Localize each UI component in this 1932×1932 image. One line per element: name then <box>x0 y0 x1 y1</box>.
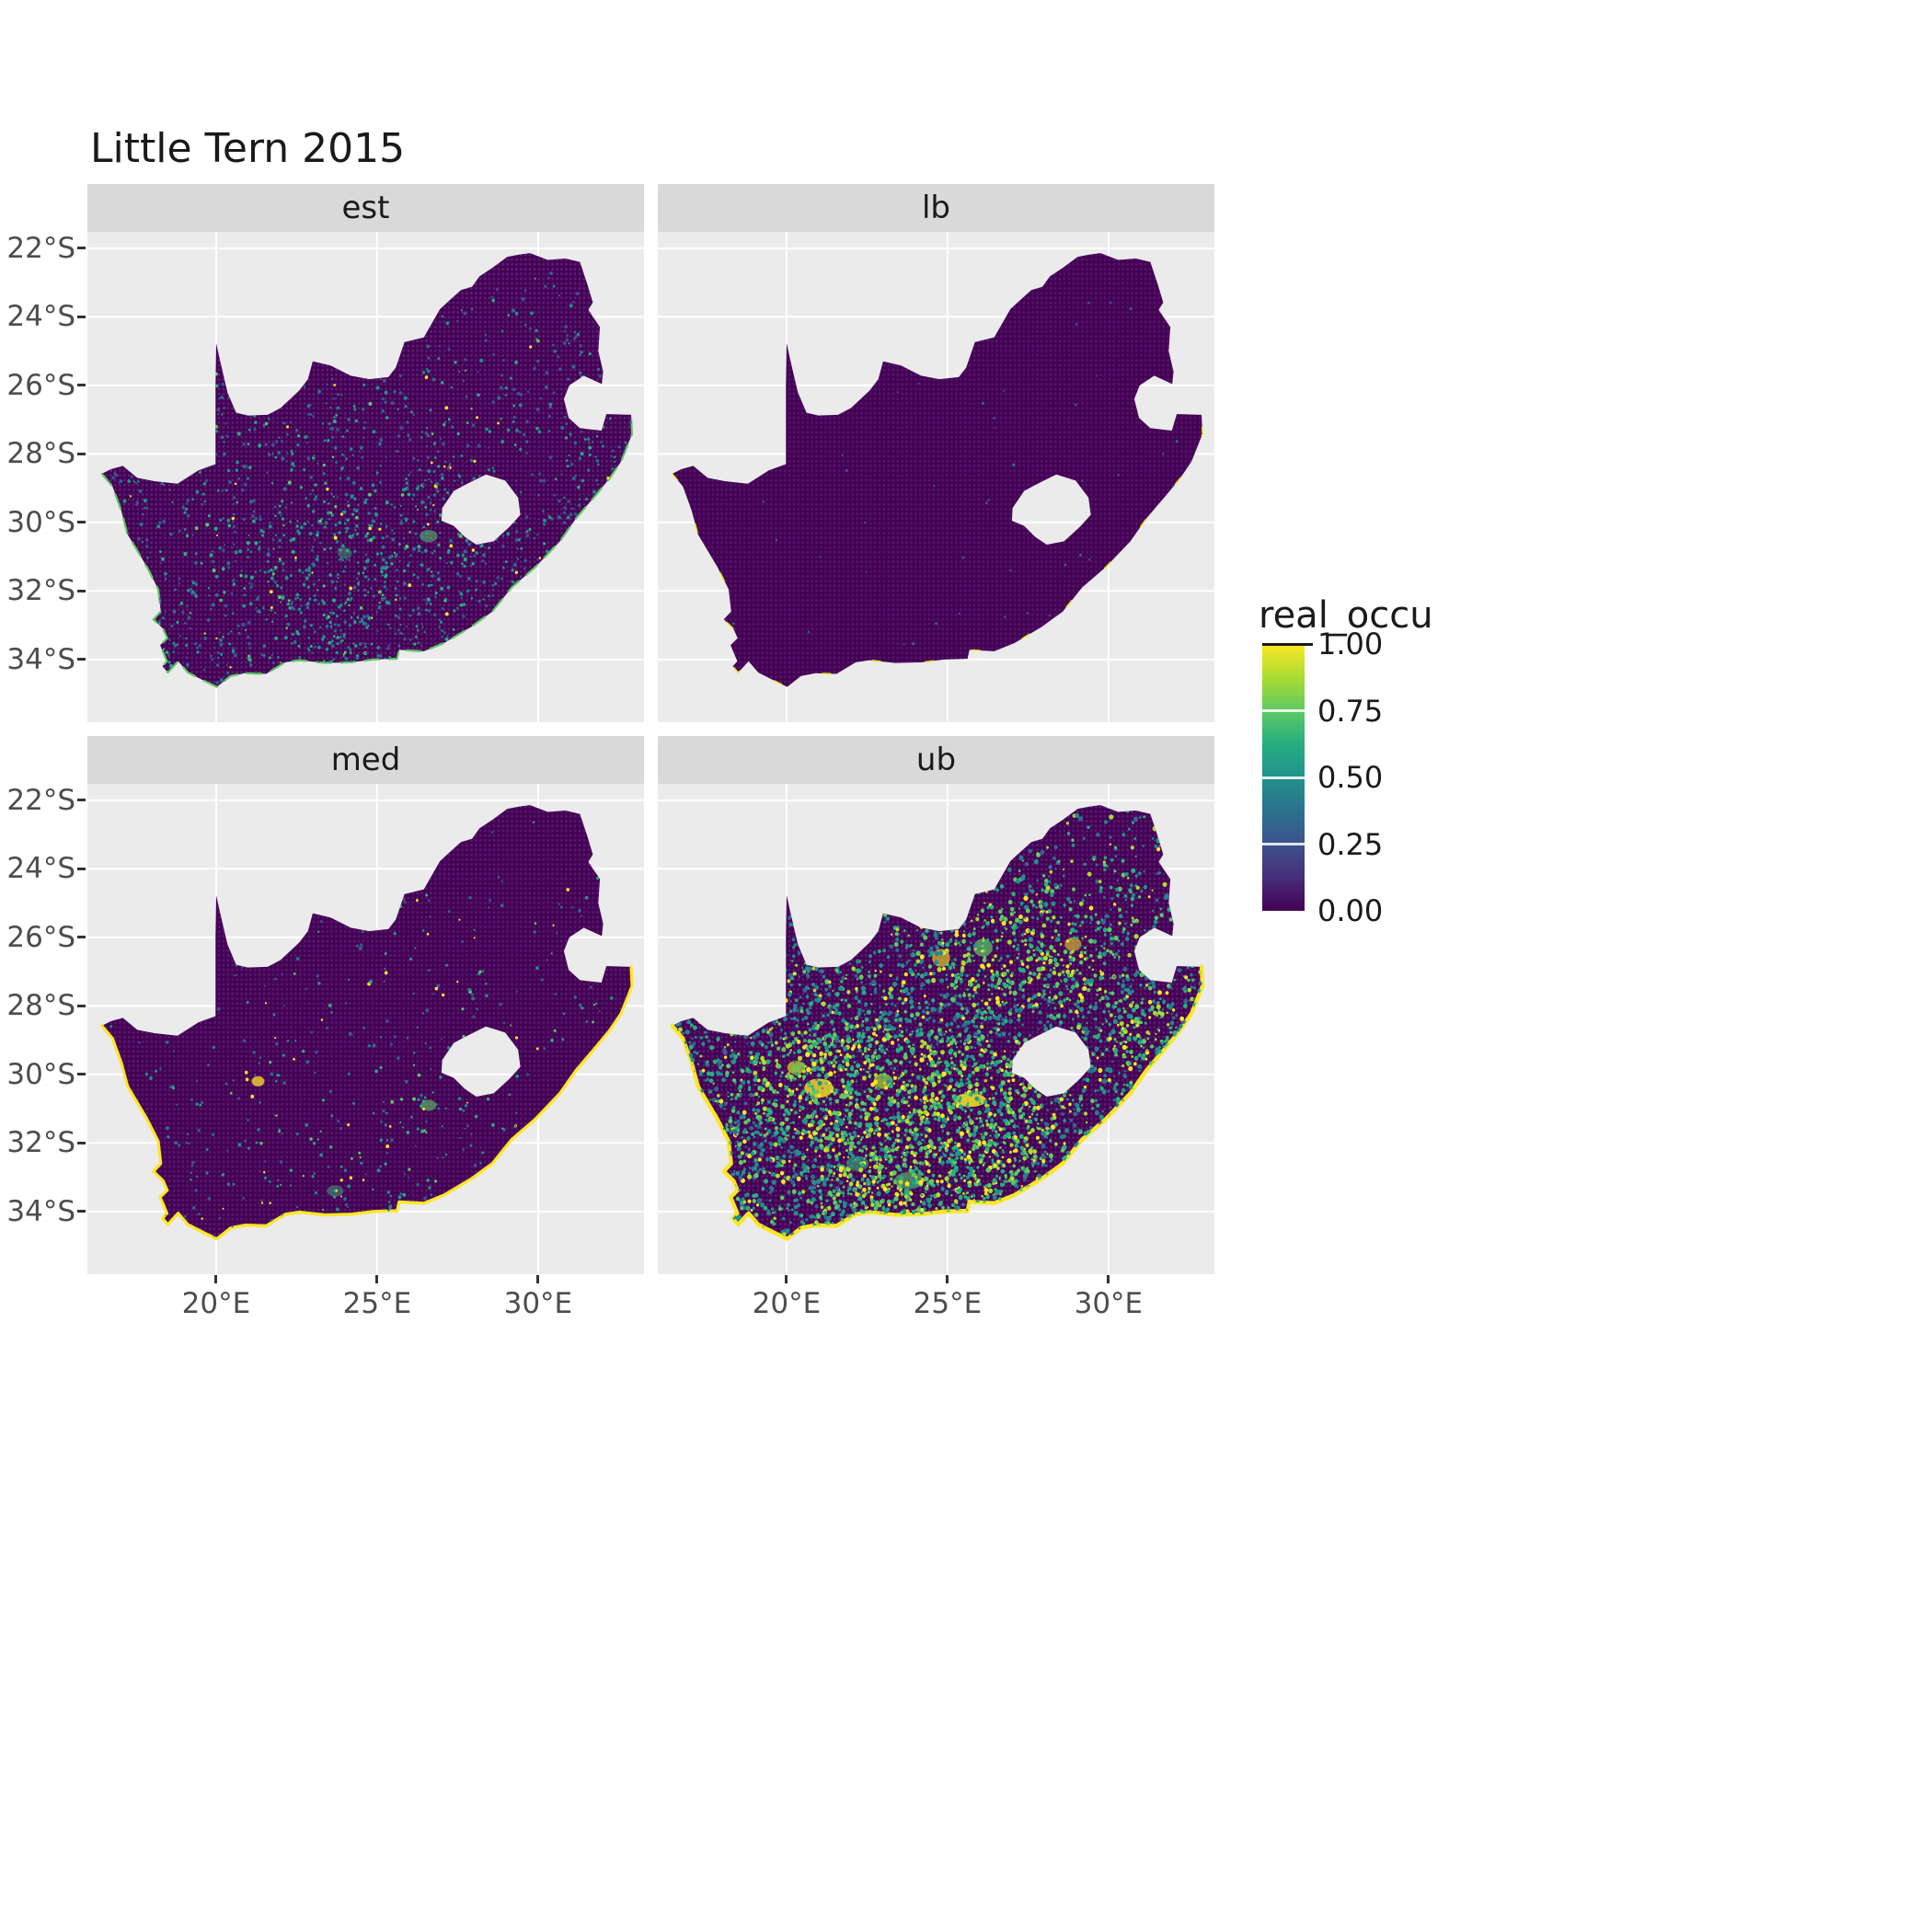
legend-bar-tick <box>1262 709 1305 712</box>
y-axis-tick-label: 24°S <box>6 300 75 334</box>
x-axis-tick-label: 25°E <box>342 1287 412 1320</box>
facet-panel-lb <box>658 232 1214 722</box>
y-axis-tick-label: 32°S <box>6 574 75 608</box>
y-axis-tick-label: 22°S <box>6 231 75 265</box>
legend-tick-label: 0.25 <box>1317 826 1384 862</box>
coastline-fringe <box>670 964 1205 1241</box>
x-axis-tick-label: 25°E <box>913 1287 983 1320</box>
y-axis-tick-mark <box>77 384 86 387</box>
facet-strip-ub: ub <box>658 736 1214 784</box>
y-axis-tick-mark <box>77 1004 86 1007</box>
x-axis-tick-mark <box>785 1275 788 1283</box>
legend-tick-label: 0.00 <box>1317 893 1384 928</box>
x-axis-tick-label: 20°E <box>181 1287 251 1320</box>
x-axis-tick-label: 30°E <box>503 1287 573 1320</box>
facet-label: ub <box>915 742 957 778</box>
x-axis-tick-label: 30°E <box>1074 1287 1144 1320</box>
y-axis-tick-mark <box>77 521 86 524</box>
x-axis-tick-label: 20°E <box>752 1287 822 1320</box>
legend-tick-label: 0.75 <box>1317 693 1384 729</box>
y-axis-tick-label: 28°S <box>6 989 75 1023</box>
y-axis-tick-label: 34°S <box>6 1194 75 1228</box>
y-axis-tick-label: 34°S <box>6 642 75 676</box>
x-axis-tick-mark <box>214 1275 218 1283</box>
legend-top-tick <box>1262 643 1313 646</box>
facet-label: med <box>330 742 401 778</box>
facet-label: est <box>341 190 390 226</box>
legend-title: real_occu <box>1259 594 1433 637</box>
x-axis-tick-mark <box>946 1275 949 1283</box>
y-axis-tick-mark <box>77 658 86 661</box>
chart-title: Little Tern 2015 <box>90 125 406 172</box>
y-axis-tick-label: 22°S <box>6 783 75 817</box>
legend-bar-tick <box>1262 843 1305 845</box>
facet-strip-med: med <box>87 736 644 784</box>
y-axis-tick-label: 30°S <box>6 505 75 539</box>
facet-panel-est <box>87 232 644 722</box>
facet-label: lb <box>921 190 951 226</box>
y-axis-tick-mark <box>77 589 86 592</box>
y-axis-tick-mark <box>77 1073 86 1076</box>
y-axis-tick-mark <box>77 315 86 318</box>
legend-tick-label: 1.00 <box>1317 627 1384 661</box>
y-axis-tick-label: 32°S <box>6 1126 75 1160</box>
facet-panel-ub <box>658 784 1214 1274</box>
y-axis-tick-mark <box>77 1141 86 1144</box>
facet-strip-est: est <box>87 184 644 232</box>
y-axis-tick-mark <box>77 247 86 250</box>
x-axis-tick-mark <box>375 1275 379 1283</box>
y-axis-tick-label: 30°S <box>6 1057 75 1091</box>
y-axis-tick-mark <box>77 1210 86 1213</box>
y-axis-tick-label: 26°S <box>6 368 75 402</box>
facet-panel-med <box>87 784 644 1274</box>
y-axis-tick-mark <box>77 936 86 939</box>
y-axis-tick-mark <box>77 867 86 870</box>
coastline-fringe <box>100 965 634 1241</box>
y-axis-tick-label: 24°S <box>6 852 75 886</box>
x-axis-tick-mark <box>536 1275 540 1283</box>
legend-bar-tick <box>1262 776 1305 779</box>
y-axis-tick-label: 26°S <box>6 920 75 954</box>
y-axis-tick-mark <box>77 799 86 802</box>
x-axis-tick-mark <box>1107 1275 1110 1283</box>
y-axis-tick-mark <box>77 452 86 455</box>
y-axis-tick-label: 28°S <box>6 437 75 471</box>
legend-tick-label: 0.50 <box>1317 760 1384 795</box>
coastline-fringe <box>100 413 634 688</box>
facet-strip-lb: lb <box>658 184 1214 232</box>
